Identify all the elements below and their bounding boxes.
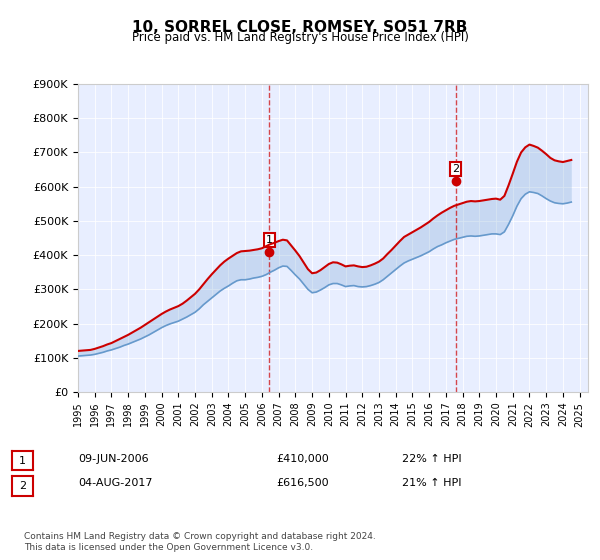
Text: 04-AUG-2017: 04-AUG-2017 [78,478,152,488]
Text: 22% ↑ HPI: 22% ↑ HPI [402,454,461,464]
Text: £616,500: £616,500 [276,478,329,488]
Text: 2: 2 [452,164,459,174]
Text: 1: 1 [266,235,273,245]
Text: Price paid vs. HM Land Registry's House Price Index (HPI): Price paid vs. HM Land Registry's House … [131,31,469,44]
Text: 09-JUN-2006: 09-JUN-2006 [78,454,149,464]
Text: 1: 1 [19,456,26,465]
Text: 21% ↑ HPI: 21% ↑ HPI [402,478,461,488]
Text: Contains HM Land Registry data © Crown copyright and database right 2024.
This d: Contains HM Land Registry data © Crown c… [24,532,376,552]
Text: 2: 2 [19,481,26,491]
Text: £410,000: £410,000 [276,454,329,464]
Text: 10, SORREL CLOSE, ROMSEY, SO51 7RB: 10, SORREL CLOSE, ROMSEY, SO51 7RB [133,20,467,35]
